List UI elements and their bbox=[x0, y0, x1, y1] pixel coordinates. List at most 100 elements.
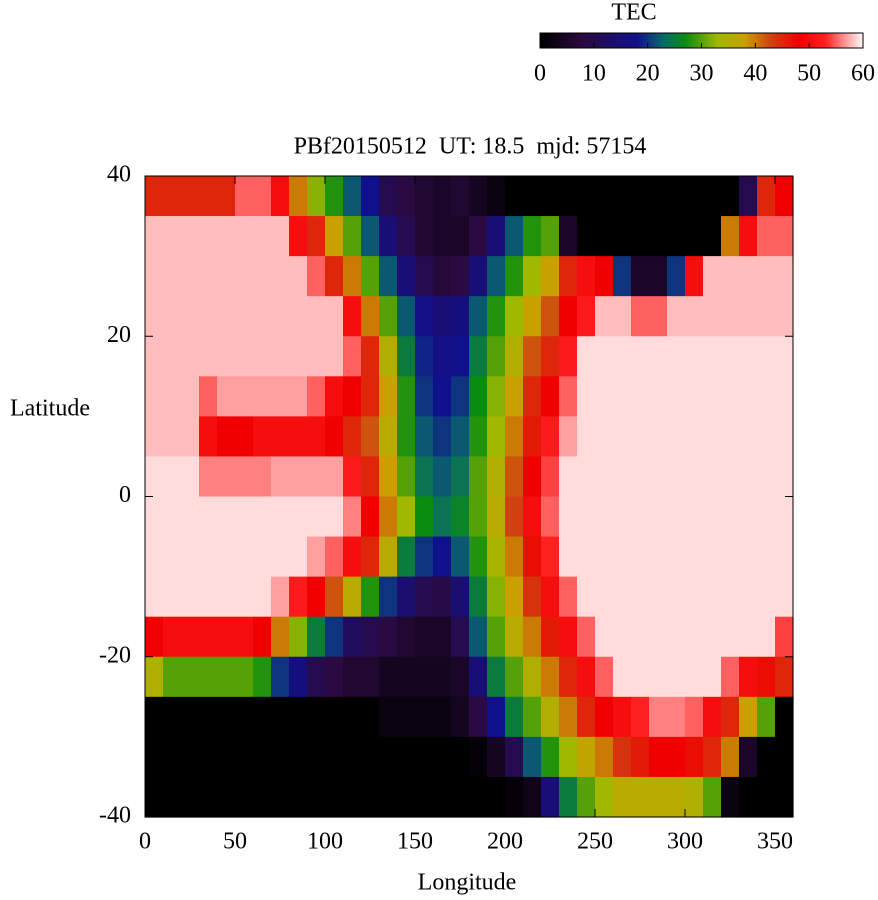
heatmap-cell bbox=[685, 656, 704, 698]
heatmap-cell bbox=[199, 176, 218, 217]
heatmap-cell bbox=[541, 616, 560, 658]
heatmap-cell bbox=[433, 456, 452, 498]
heatmap-cell bbox=[739, 536, 758, 578]
heatmap-cell bbox=[703, 376, 722, 417]
heatmap-cell bbox=[667, 656, 686, 698]
heatmap-cell bbox=[271, 616, 290, 658]
heatmap-cell bbox=[541, 576, 560, 618]
heatmap-cell bbox=[667, 456, 686, 498]
heatmap-cell bbox=[505, 216, 524, 257]
heatmap-cell bbox=[415, 416, 434, 458]
heatmap-cell bbox=[415, 376, 434, 417]
heatmap-cell bbox=[415, 256, 434, 297]
heatmap-cell bbox=[199, 336, 218, 377]
heatmap-cell bbox=[343, 336, 362, 377]
heatmap-cell bbox=[415, 456, 434, 498]
heatmap-cell bbox=[217, 656, 236, 698]
heatmap-cell bbox=[253, 496, 272, 538]
heatmap-cell bbox=[685, 536, 704, 578]
heatmap-cell bbox=[307, 616, 326, 658]
heatmap-cell bbox=[559, 696, 578, 738]
heatmap-cell bbox=[397, 576, 416, 618]
heatmap-cell bbox=[739, 216, 758, 257]
heatmap-cell bbox=[469, 216, 488, 257]
heatmap-cell bbox=[415, 736, 434, 778]
heatmap-cell bbox=[181, 736, 200, 778]
heatmap-cell bbox=[397, 456, 416, 498]
heatmap-cell bbox=[451, 216, 470, 257]
heatmap-cell bbox=[775, 496, 794, 538]
heatmap-cell bbox=[469, 376, 488, 417]
heatmap-cell bbox=[433, 176, 452, 217]
heatmap-cell bbox=[379, 656, 398, 698]
heatmap-cell bbox=[757, 176, 776, 217]
heatmap-cell bbox=[685, 616, 704, 658]
heatmap-cell bbox=[505, 736, 524, 778]
heatmap-cell bbox=[577, 536, 596, 578]
heatmap-cell bbox=[145, 656, 164, 698]
heatmap-cell bbox=[163, 616, 182, 658]
heatmap-cell bbox=[235, 576, 254, 618]
heatmap-cell bbox=[685, 576, 704, 618]
heatmap-cell bbox=[289, 416, 308, 458]
heatmap-cell bbox=[541, 536, 560, 578]
heatmap-cell bbox=[667, 616, 686, 658]
heatmap-cell bbox=[631, 536, 650, 578]
heatmap-cell bbox=[379, 616, 398, 658]
heatmap-cell bbox=[145, 496, 164, 538]
heatmap-cell bbox=[667, 416, 686, 458]
heatmap-cell bbox=[595, 456, 614, 498]
heatmap-cell bbox=[361, 736, 380, 778]
heatmap-cell bbox=[541, 696, 560, 738]
heatmap-cell bbox=[325, 176, 344, 217]
heatmap-cell bbox=[397, 536, 416, 578]
heatmap-cell bbox=[217, 376, 236, 417]
heatmap-cell bbox=[685, 176, 704, 217]
heatmap-cell bbox=[649, 176, 668, 217]
heatmap-cell bbox=[505, 616, 524, 658]
heatmap-cell bbox=[271, 496, 290, 538]
heatmap-cell bbox=[379, 176, 398, 217]
heatmap-cell bbox=[631, 776, 650, 818]
heatmap-cell bbox=[271, 256, 290, 297]
heatmap-cell bbox=[757, 616, 776, 658]
heatmap-cell bbox=[361, 536, 380, 578]
heatmap-cell bbox=[523, 656, 542, 698]
heatmap-cell bbox=[775, 656, 794, 698]
heatmap-cell bbox=[199, 296, 218, 337]
heatmap-cell bbox=[289, 496, 308, 538]
heatmap-cell bbox=[649, 416, 668, 458]
heatmap-cell bbox=[685, 496, 704, 538]
heatmap-cell bbox=[181, 296, 200, 337]
heatmap-cell bbox=[397, 176, 416, 217]
heatmap-cell bbox=[217, 296, 236, 337]
heatmap-cell bbox=[775, 416, 794, 458]
heatmap-cell bbox=[487, 496, 506, 538]
heatmap-cell bbox=[667, 736, 686, 778]
heatmap-cell bbox=[577, 616, 596, 658]
heatmap-cell bbox=[325, 416, 344, 458]
heatmap-cell bbox=[559, 736, 578, 778]
heatmap-cell bbox=[739, 296, 758, 337]
heatmap-cell bbox=[703, 696, 722, 738]
heatmap-cell bbox=[325, 656, 344, 698]
heatmap-cell bbox=[523, 736, 542, 778]
heatmap-cell bbox=[325, 776, 344, 818]
heatmap-cell bbox=[487, 296, 506, 337]
heatmap-cell bbox=[235, 496, 254, 538]
heatmap-cell bbox=[235, 256, 254, 297]
heatmap-cell bbox=[451, 336, 470, 377]
x-tick-label: 250 bbox=[577, 829, 613, 855]
heatmap-cell bbox=[289, 536, 308, 578]
heatmap-cell bbox=[541, 256, 560, 297]
heatmap-cell bbox=[739, 336, 758, 377]
heatmap-cell bbox=[343, 656, 362, 698]
heatmap-cell bbox=[577, 336, 596, 377]
heatmap-cell bbox=[145, 776, 164, 818]
heatmap-cell bbox=[595, 696, 614, 738]
heatmap-cell bbox=[721, 296, 740, 337]
heatmap-cell bbox=[667, 696, 686, 738]
heatmap-cell bbox=[541, 496, 560, 538]
heatmap-cell bbox=[451, 496, 470, 538]
heatmap-cell bbox=[415, 696, 434, 738]
